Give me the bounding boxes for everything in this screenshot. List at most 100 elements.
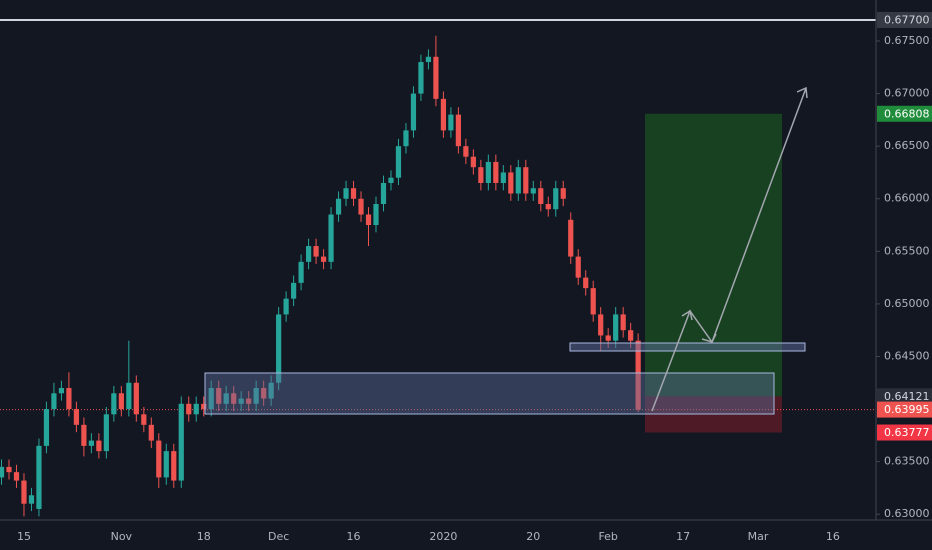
candle-body [320,256,327,262]
x-tick-label: Mar [748,530,769,543]
candle-body [133,382,139,415]
price-tag [877,424,932,441]
candle-body [305,246,312,262]
price-tag [877,401,932,418]
candle-body [103,414,109,452]
arrow-head [701,333,717,343]
candle-body [395,146,402,178]
candle-body [193,403,199,415]
x-tick-label: 17 [676,530,690,543]
price-axis [876,0,932,550]
candle-body [425,56,432,63]
y-tick-label: 0.65000 [884,297,930,310]
candle-body [463,146,469,157]
y-tick-label: 0.67000 [884,87,930,100]
candle-body [560,188,566,199]
candle-body [223,393,229,404]
x-tick-label: 16 [347,530,361,543]
candle-body [58,388,65,394]
price-tag-label: 0.66808 [884,107,930,120]
projection-path [651,87,807,412]
candle-body [28,495,35,504]
candle-body [178,403,184,481]
candle-body [388,177,394,183]
price-tag [877,388,932,405]
candle-body [246,398,252,404]
candle-body [216,388,222,404]
y-tick-label: 0.64500 [884,349,930,362]
candle-body [335,198,342,215]
x-tick-label: Feb [598,530,617,543]
candle-body [231,393,237,404]
x-tick-label: 18 [197,530,211,543]
x-tick-label: 20 [526,530,540,543]
candle-body [613,314,619,341]
candle-body [380,182,387,205]
candle-body [508,172,514,194]
candle-body [538,188,544,205]
candle-body [163,451,169,478]
candle-body [418,62,424,94]
candle-body [553,188,559,210]
candle-body [403,130,409,147]
candle-body [141,414,147,425]
candle-body [373,204,379,226]
candle-body [493,161,499,183]
candle-body [598,314,604,336]
arrow-head [796,86,808,99]
candle-body [500,172,506,183]
candle-body [530,188,536,194]
candle-body [568,219,574,257]
candle-body [575,256,581,278]
candle-body [515,167,521,194]
candle-body [43,409,50,446]
candle-body [13,472,20,481]
candle-body [298,261,304,283]
candle-body [208,388,214,410]
price-tag-label: 0.63777 [884,426,930,439]
candle-body [440,98,447,131]
candle-body [126,382,132,410]
y-tick-label: 0.63500 [884,455,930,468]
x-tick-label: 16 [826,530,840,543]
candle-body [328,214,334,262]
candle-body [605,335,611,341]
price-tag-label: 0.67700 [884,13,930,26]
candle-body [628,330,634,341]
candle-body [433,56,439,99]
candle-body [81,424,87,446]
candle-body [201,403,207,410]
candle-body [283,298,289,315]
x-tick-label: Nov [111,530,133,543]
candle-body [156,440,162,478]
candle-body [6,466,12,473]
candle-body [478,167,484,183]
candle-body [455,114,461,147]
candle-body [268,382,274,399]
candle-body [313,246,319,257]
candle-body [358,198,364,215]
candle-body [21,480,27,504]
candle-body [523,167,529,194]
profit-zone [645,113,782,397]
y-tick-label: 0.67500 [884,34,930,47]
y-tick-label: 0.66500 [884,139,930,152]
candle-body [583,277,589,289]
y-tick-label: 0.66000 [884,192,930,205]
candle-body [635,340,641,410]
x-tick-label: 2020 [429,530,457,543]
candle-body [171,451,177,481]
candle-body [96,440,102,452]
candle-body [365,214,372,226]
candle-body [238,398,244,404]
candle-body [350,188,357,199]
candle-body [186,403,192,415]
candle-body [66,388,72,410]
candle-body [470,156,476,168]
candle-body [545,204,551,210]
x-tick-label: Dec [268,530,289,543]
candle-body [51,393,57,410]
candle-body [343,188,349,199]
